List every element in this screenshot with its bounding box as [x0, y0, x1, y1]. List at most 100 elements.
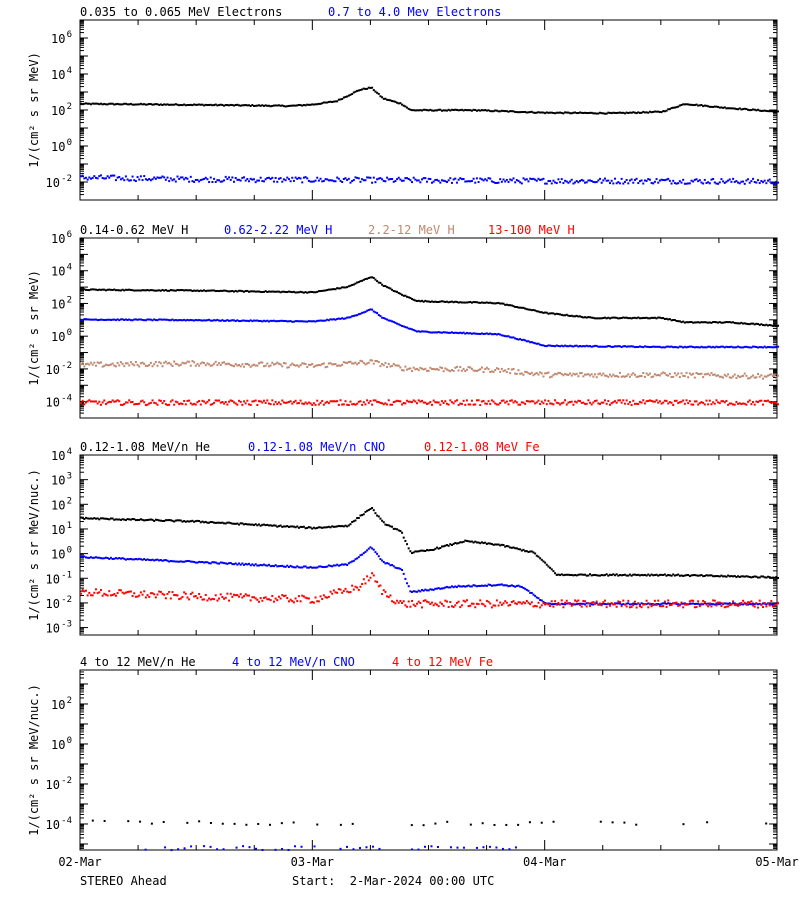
- data-point: [131, 517, 134, 520]
- data-point: [271, 564, 274, 567]
- data-point: [457, 584, 460, 587]
- data-point: [124, 288, 127, 291]
- data-point: [292, 566, 295, 569]
- data-point: [435, 301, 438, 304]
- data-point: [520, 585, 523, 588]
- data-point: [377, 92, 380, 95]
- data-point: [460, 402, 463, 405]
- data-point: [113, 518, 116, 521]
- data-point: [572, 574, 575, 577]
- data-point: [595, 112, 598, 115]
- data-point: [251, 364, 254, 367]
- data-point: [372, 548, 375, 551]
- data-point: [697, 321, 700, 324]
- data-point: [299, 566, 302, 569]
- data-point: [519, 548, 522, 551]
- data-point: [327, 319, 330, 322]
- data-point: [144, 404, 147, 407]
- data-point: [713, 599, 716, 602]
- data-point: [645, 400, 648, 403]
- data-point: [677, 372, 680, 375]
- data-point: [291, 362, 294, 365]
- data-point: [557, 371, 560, 374]
- data-point: [421, 109, 424, 112]
- data-point: [455, 601, 458, 604]
- data-point: [256, 598, 259, 601]
- data-point: [770, 600, 773, 603]
- data-point: [555, 312, 558, 315]
- data-point: [467, 605, 470, 608]
- data-point: [372, 509, 375, 512]
- data-point: [653, 373, 656, 376]
- data-point: [186, 103, 189, 106]
- data-point: [401, 179, 404, 182]
- data-point: [444, 367, 447, 370]
- data-point: [91, 318, 94, 321]
- data-point: [760, 575, 763, 578]
- data-point: [728, 604, 731, 607]
- data-point: [612, 373, 615, 376]
- data-point: [740, 375, 743, 378]
- data-point: [332, 525, 335, 528]
- data-point: [652, 604, 655, 607]
- data-point: [547, 371, 550, 374]
- data-point: [306, 526, 309, 529]
- data-point: [752, 108, 755, 111]
- data-point: [529, 308, 532, 311]
- data-point: [529, 603, 532, 606]
- data-point: [549, 179, 552, 182]
- data-point: [262, 104, 265, 107]
- data-point: [356, 557, 359, 560]
- data-point: [369, 359, 372, 362]
- data-point: [191, 319, 194, 322]
- data-point: [539, 606, 542, 609]
- data-point: [618, 602, 621, 605]
- data-point: [590, 373, 593, 376]
- data-point: [758, 399, 761, 402]
- data-point: [515, 179, 518, 182]
- data-point: [276, 361, 279, 364]
- data-point: [337, 588, 340, 591]
- data-point: [673, 372, 676, 375]
- data-point: [377, 360, 380, 363]
- data-point: [763, 345, 766, 348]
- data-point: [540, 821, 543, 824]
- data-point: [682, 320, 685, 323]
- data-point: [96, 556, 99, 559]
- data-point: [118, 289, 121, 292]
- data-point: [613, 316, 616, 319]
- data-point: [565, 111, 568, 114]
- data-point: [151, 558, 154, 561]
- data-point: [642, 316, 645, 319]
- data-point: [772, 401, 775, 404]
- data-point: [549, 376, 552, 379]
- data-point: [700, 104, 703, 107]
- data-point: [248, 104, 251, 107]
- data-point: [747, 346, 750, 349]
- data-point: [748, 399, 751, 402]
- data-point: [286, 366, 289, 369]
- data-point: [279, 319, 282, 322]
- data-point: [680, 601, 683, 604]
- data-point: [509, 110, 512, 113]
- data-point: [324, 401, 327, 404]
- data-point: [627, 345, 630, 348]
- x-axis-labels: 02-Mar 03-Mar 04-Mar 05-Mar: [58, 855, 798, 869]
- data-point: [472, 177, 475, 180]
- data-point: [139, 318, 142, 321]
- data-point: [317, 363, 320, 366]
- data-point: [557, 111, 560, 114]
- data-point: [108, 590, 111, 593]
- data-point: [169, 289, 172, 292]
- data-point: [723, 575, 726, 578]
- data-point: [482, 179, 485, 182]
- data-point: [605, 317, 608, 320]
- data-point: [683, 402, 686, 405]
- data-point: [249, 319, 252, 322]
- y-tick-label: 10: [51, 548, 65, 562]
- data-point: [357, 517, 360, 520]
- data-point: [657, 316, 660, 319]
- data-point: [660, 178, 663, 181]
- data-point: [299, 600, 302, 603]
- data-point: [727, 574, 730, 577]
